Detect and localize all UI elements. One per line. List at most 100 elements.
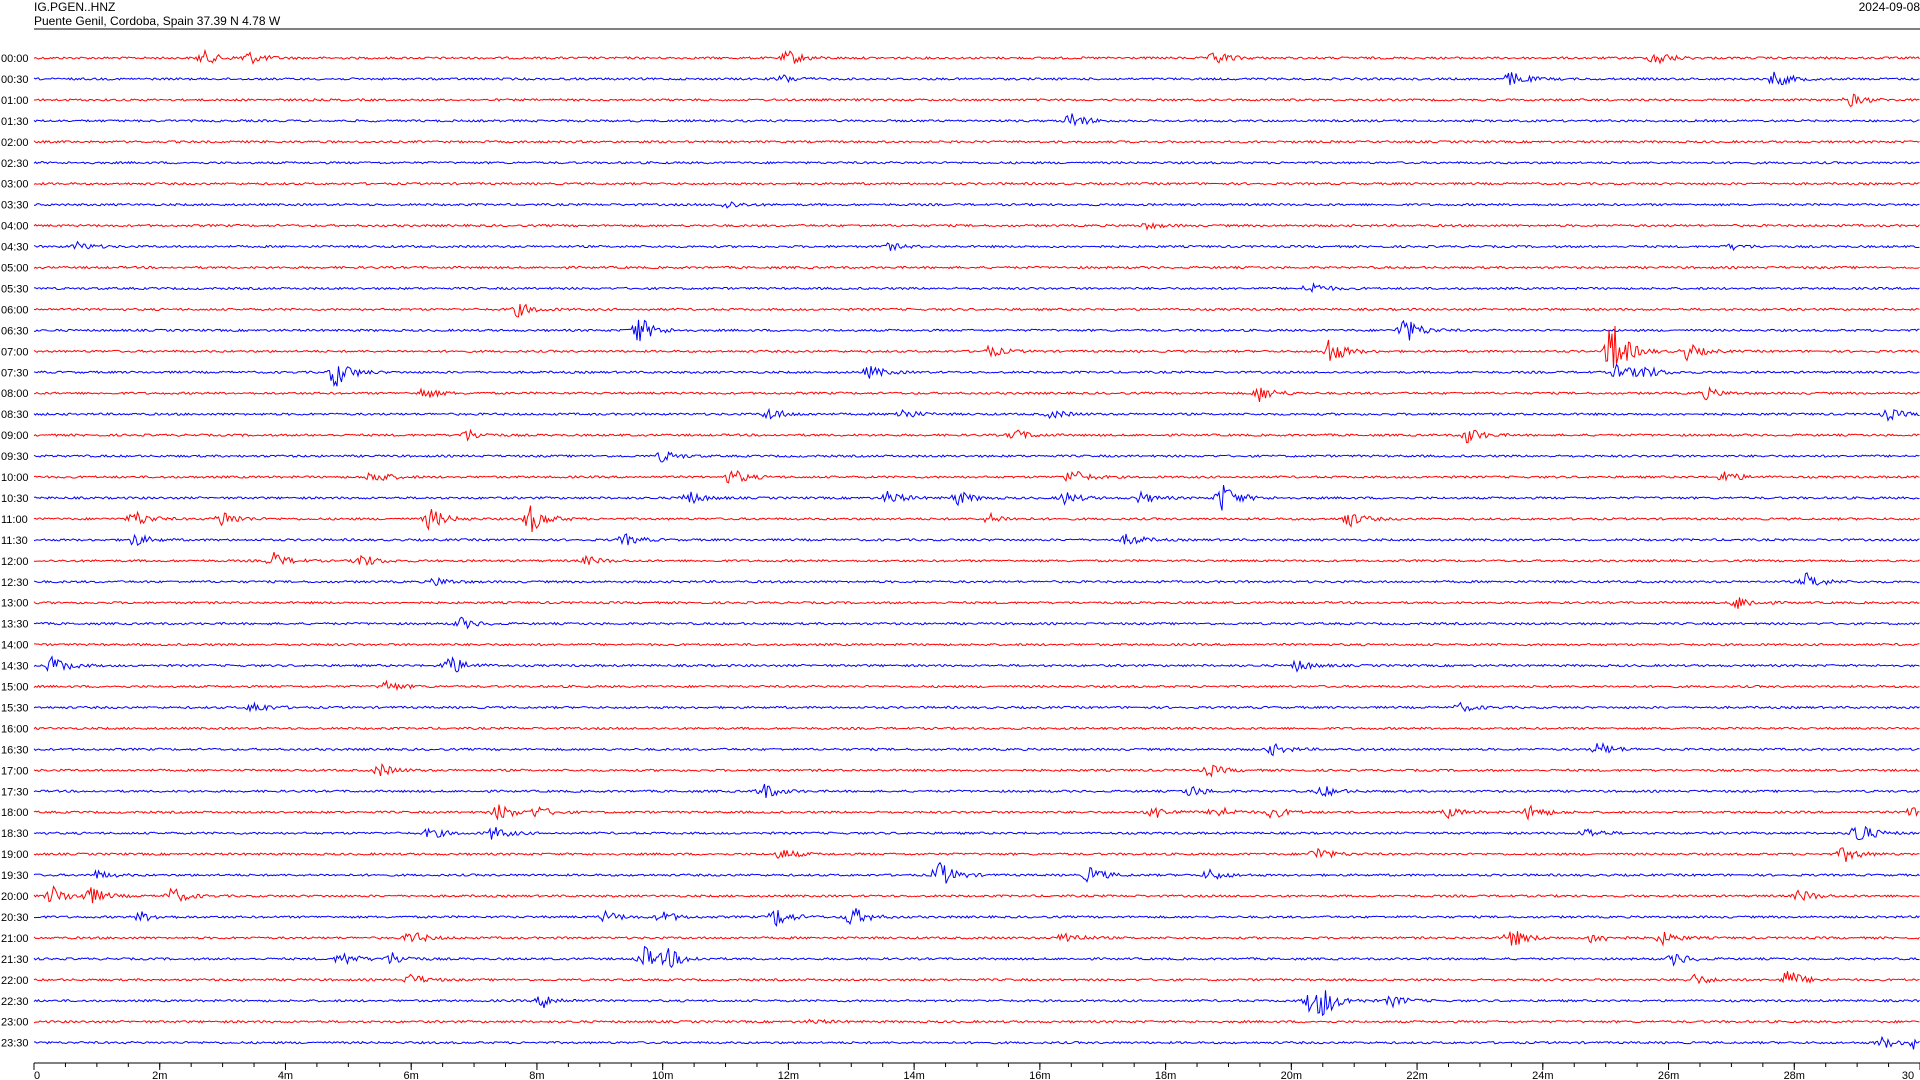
seismic-trace bbox=[33, 642, 1920, 647]
seismic-trace bbox=[33, 701, 1920, 713]
trace-row-2200: 22:00 bbox=[1, 971, 1920, 987]
trace-row-0230: 02:30 bbox=[1, 158, 1920, 170]
record-date: 2024-09-08 bbox=[1858, 0, 1920, 14]
x-tick-label: 18m bbox=[1155, 1070, 1176, 1080]
x-tick-label: 6m bbox=[404, 1070, 419, 1080]
row-time-label: 00:00 bbox=[1, 53, 29, 65]
seismic-trace bbox=[33, 240, 1920, 252]
trace-row-1100: 11:00 bbox=[1, 505, 1920, 533]
seismic-trace bbox=[33, 385, 1920, 403]
row-time-label: 12:30 bbox=[1, 577, 29, 589]
row-time-label: 02:00 bbox=[1, 137, 29, 149]
trace-row-0500: 05:00 bbox=[1, 263, 1920, 275]
row-time-label: 17:30 bbox=[1, 786, 29, 798]
seismic-trace bbox=[33, 319, 1920, 342]
trace-row-1900: 19:00 bbox=[1, 847, 1920, 862]
trace-row-0430: 04:30 bbox=[1, 240, 1920, 254]
row-time-label: 23:00 bbox=[1, 1017, 29, 1029]
seismic-trace bbox=[33, 804, 1920, 821]
row-time-label: 19:00 bbox=[1, 849, 29, 861]
seismic-trace bbox=[33, 726, 1920, 731]
trace-row-1530: 15:30 bbox=[1, 701, 1920, 714]
trace-row-0900: 09:00 bbox=[1, 428, 1920, 444]
trace-row-0400: 04:00 bbox=[1, 221, 1920, 233]
seismic-trace bbox=[33, 407, 1920, 422]
trace-row-2030: 20:30 bbox=[1, 908, 1920, 927]
row-time-label: 09:00 bbox=[1, 430, 29, 442]
row-time-label: 09:30 bbox=[1, 451, 29, 463]
seismic-trace bbox=[33, 113, 1920, 127]
row-time-label: 12:00 bbox=[1, 556, 29, 568]
x-tick-label: 24m bbox=[1532, 1070, 1553, 1080]
row-time-label: 04:30 bbox=[1, 242, 29, 254]
row-time-label: 15:30 bbox=[1, 702, 29, 714]
row-time-label: 01:00 bbox=[1, 95, 29, 107]
trace-row-1430: 14:30 bbox=[1, 655, 1920, 673]
trace-row-0530: 05:30 bbox=[1, 282, 1920, 295]
seismic-trace bbox=[33, 945, 1920, 969]
trace-row-1000: 10:00 bbox=[1, 470, 1920, 484]
row-time-label: 13:30 bbox=[1, 619, 29, 631]
trace-row-1830: 18:30 bbox=[1, 825, 1920, 840]
trace-row-0200: 02:00 bbox=[1, 137, 1920, 149]
row-time-label: 13:00 bbox=[1, 598, 29, 610]
row-time-label: 20:30 bbox=[1, 912, 29, 924]
seismic-trace bbox=[33, 741, 1920, 757]
seismic-trace bbox=[33, 181, 1920, 186]
seismic-trace bbox=[33, 325, 1920, 368]
row-time-label: 16:00 bbox=[1, 723, 29, 735]
x-tick-label: 0 bbox=[34, 1070, 40, 1080]
trace-row-0830: 08:30 bbox=[1, 407, 1920, 422]
row-time-label: 02:30 bbox=[1, 158, 29, 170]
row-time-label: 04:00 bbox=[1, 221, 29, 233]
seismic-trace bbox=[33, 201, 1920, 209]
seismic-trace bbox=[33, 551, 1920, 567]
trace-row-2000: 20:00 bbox=[1, 885, 1920, 904]
trace-row-0100: 01:00 bbox=[1, 93, 1920, 108]
x-tick-label: 26m bbox=[1658, 1070, 1679, 1080]
trace-row-1330: 13:30 bbox=[1, 616, 1920, 631]
row-time-label: 18:00 bbox=[1, 807, 29, 819]
x-tick-label: 12m bbox=[778, 1070, 799, 1080]
seismic-trace bbox=[33, 363, 1920, 388]
seismic-trace bbox=[33, 931, 1920, 947]
trace-row-2130: 21:30 bbox=[1, 945, 1920, 969]
trace-row-0930: 09:30 bbox=[1, 450, 1920, 463]
trace-row-1030: 10:30 bbox=[1, 484, 1920, 511]
seismic-trace bbox=[33, 484, 1920, 511]
trace-row-0700: 07:00 bbox=[1, 325, 1920, 368]
row-time-label: 08:00 bbox=[1, 388, 29, 400]
row-time-label: 14:30 bbox=[1, 661, 29, 673]
seismic-trace bbox=[33, 597, 1920, 609]
seismic-trace bbox=[33, 71, 1920, 86]
station-code: IG.PGEN..HNZ bbox=[34, 0, 116, 14]
seismic-trace bbox=[33, 847, 1920, 862]
seismic-trace bbox=[33, 222, 1920, 231]
row-time-label: 07:00 bbox=[1, 346, 29, 358]
seismic-trace bbox=[33, 1018, 1920, 1025]
trace-row-0800: 08:00 bbox=[1, 385, 1920, 403]
trace-rows: 00:00 00:30 01:00 01:30 02:00 02:30 03:00 03:30… bbox=[1, 48, 1920, 1050]
row-time-label: 06:00 bbox=[1, 304, 29, 316]
trace-row-2100: 21:00 bbox=[1, 931, 1920, 947]
row-time-label: 14:00 bbox=[1, 640, 29, 652]
row-time-label: 11:00 bbox=[1, 514, 28, 526]
row-time-label: 21:00 bbox=[1, 933, 29, 945]
row-time-label: 23:30 bbox=[1, 1038, 29, 1050]
trace-row-1230: 12:30 bbox=[1, 572, 1920, 589]
trace-row-1700: 17:00 bbox=[1, 762, 1920, 778]
trace-row-1200: 12:00 bbox=[1, 551, 1920, 568]
trace-row-1730: 17:30 bbox=[1, 783, 1920, 798]
x-tick-label: 28m bbox=[1784, 1070, 1805, 1080]
row-time-label: 21:30 bbox=[1, 954, 29, 966]
trace-row-1930: 19:30 bbox=[1, 861, 1920, 884]
x-tick-label: 8m bbox=[529, 1070, 544, 1080]
row-time-label: 05:30 bbox=[1, 283, 29, 295]
seismic-trace bbox=[33, 885, 1920, 904]
row-time-label: 17:00 bbox=[1, 765, 29, 777]
seismic-trace bbox=[33, 762, 1920, 778]
seismic-trace bbox=[33, 908, 1920, 927]
trace-row-1630: 16:30 bbox=[1, 741, 1920, 757]
trace-row-0300: 03:00 bbox=[1, 179, 1920, 191]
seismic-trace bbox=[33, 428, 1920, 444]
